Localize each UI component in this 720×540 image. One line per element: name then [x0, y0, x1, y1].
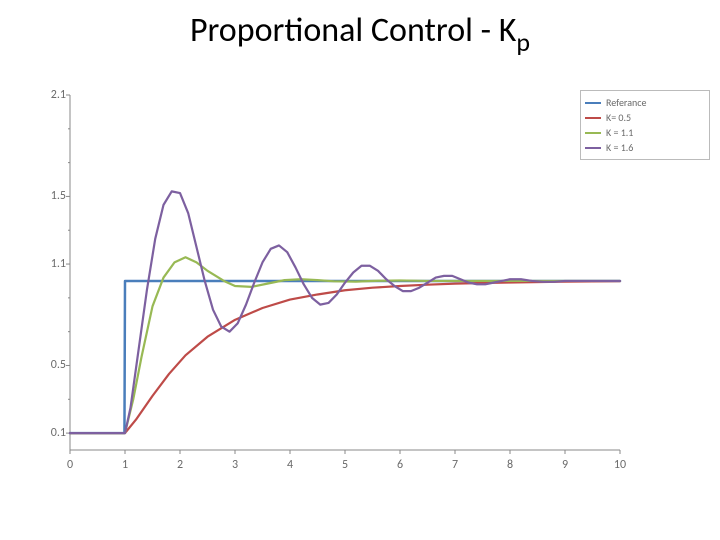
legend-label: K = 1.1	[606, 126, 633, 139]
legend-label: K= 0.5	[606, 111, 631, 124]
y-tick-label: 0.5	[51, 358, 66, 372]
legend-item: K= 0.5	[585, 111, 705, 124]
x-tick-label: 9	[562, 458, 568, 472]
x-tick-label: 3	[232, 458, 238, 472]
y-tick-label: 2.1	[51, 88, 66, 102]
x-tick-label: 1	[122, 458, 128, 472]
chart-svg	[60, 90, 630, 470]
legend-swatch	[585, 117, 601, 119]
x-tick-label: 5	[342, 458, 348, 472]
chart: 0.10.51.11.52.1 012345678910 ReferanceK=…	[60, 90, 630, 470]
legend-swatch	[585, 102, 601, 104]
legend-label: Referance	[606, 96, 646, 109]
legend-item: Referance	[585, 96, 705, 109]
x-tick-label: 6	[397, 458, 403, 472]
legend-swatch	[585, 132, 601, 134]
legend-label: K = 1.6	[606, 141, 633, 154]
x-tick-label: 0	[67, 458, 73, 472]
legend: Referance K= 0.5 K = 1.1 K = 1.6	[580, 90, 710, 160]
legend-item: K = 1.1	[585, 126, 705, 139]
x-tick-label: 2	[177, 458, 183, 472]
y-tick-label: 1.5	[51, 189, 66, 203]
title-main: Proportional Control - K	[190, 10, 516, 51]
legend-swatch	[585, 147, 601, 149]
slide-title: Proportional Control - Kp	[0, 10, 720, 52]
y-tick-label: 1.1	[51, 257, 66, 271]
x-tick-label: 8	[507, 458, 513, 472]
y-tick-label: 0.1	[51, 426, 66, 440]
x-tick-label: 4	[287, 458, 293, 472]
legend-item: K = 1.6	[585, 141, 705, 154]
x-tick-label: 10	[614, 458, 626, 472]
x-tick-label: 7	[452, 458, 458, 472]
title-subscript: p	[516, 26, 530, 58]
